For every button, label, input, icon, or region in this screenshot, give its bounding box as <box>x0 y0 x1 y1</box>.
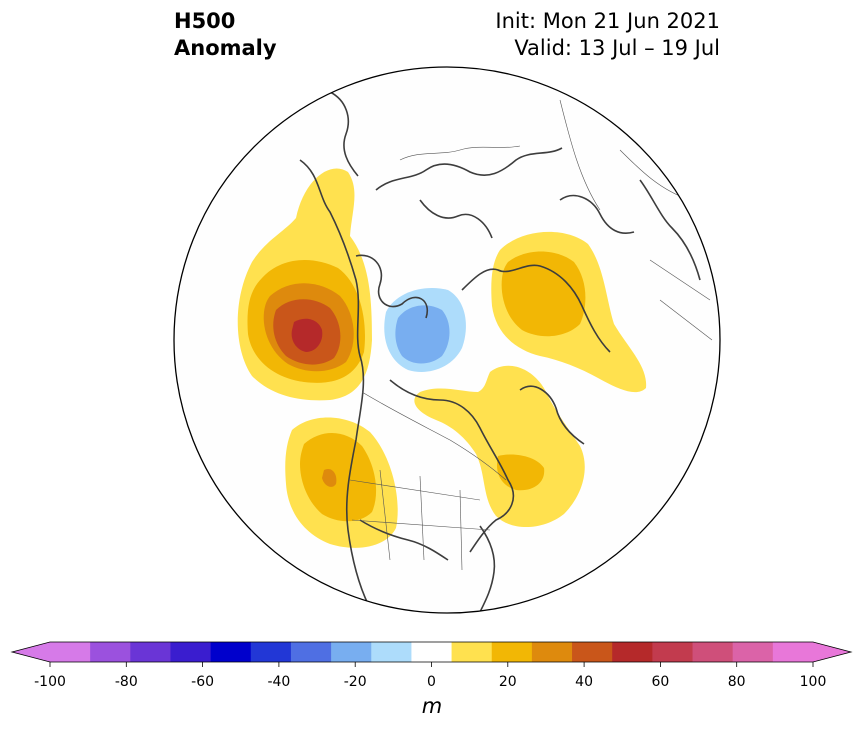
alaska-positive-anomaly <box>237 168 372 401</box>
polar-map <box>173 66 721 614</box>
colorbar-segment <box>170 642 212 662</box>
colorbar-segment <box>130 642 171 662</box>
colorbar-segment <box>491 642 533 662</box>
title-line-2: Anomaly <box>174 36 277 60</box>
colorbar-tick-label: -100 <box>34 674 66 690</box>
colorbar-segment <box>290 642 332 662</box>
colorbar-tick-label: 60 <box>651 674 670 690</box>
colorbar-segment <box>250 642 292 662</box>
colorbar-segment <box>90 642 131 662</box>
colorbar-tick-label: 0 <box>427 674 436 690</box>
init-date: Init: Mon 21 Jun 2021 <box>495 9 720 33</box>
colorbar-segment <box>331 642 372 662</box>
colorbar-tick-label: 20 <box>498 674 517 690</box>
anomaly-contours <box>237 91 713 613</box>
colorbar-segment <box>50 642 91 662</box>
colorbar-tick-label: -40 <box>267 674 291 690</box>
date-info: Init: Mon 21 Jun 2021 Valid: 13 Jul – 19… <box>495 8 720 62</box>
globe-outline <box>173 66 721 614</box>
map-title: H500 Anomaly <box>174 8 277 62</box>
arctic-negative-anomaly <box>384 288 466 372</box>
colorbar <box>10 641 853 667</box>
colorbar-segment <box>772 642 814 662</box>
valid-date: Valid: 13 Jul – 19 Jul <box>514 36 720 60</box>
colorbar-segment <box>572 642 613 662</box>
western-us-positive-anomaly <box>285 417 398 548</box>
colorbar-segment <box>210 642 252 662</box>
colorbar-tick-label: 40 <box>575 674 594 690</box>
colorbar-segment <box>692 642 734 662</box>
political-borders <box>349 99 713 571</box>
colorbar-segment <box>531 642 573 662</box>
colorbar-segment <box>411 642 453 662</box>
colorbar-unit-label: m <box>421 694 443 718</box>
colorbar-tick-label: -60 <box>191 674 215 690</box>
colorbar-under-arrow <box>12 642 50 662</box>
colorbar-tick-label: 80 <box>727 674 746 690</box>
colorbar-segment <box>732 642 774 662</box>
colorbar-over-arrow <box>813 642 851 662</box>
colorbar-segment <box>451 642 493 662</box>
colorbar-tick-label: -80 <box>114 674 138 690</box>
title-line-1: H500 <box>174 9 236 33</box>
colorbar-tick-label: 100 <box>799 674 827 690</box>
colorbar-segment <box>652 642 694 662</box>
colorbar-segment <box>371 642 412 662</box>
colorbar-tick-label: -20 <box>343 674 367 690</box>
colorbar-segment <box>612 642 653 662</box>
europe-positive-anomaly <box>491 231 647 393</box>
